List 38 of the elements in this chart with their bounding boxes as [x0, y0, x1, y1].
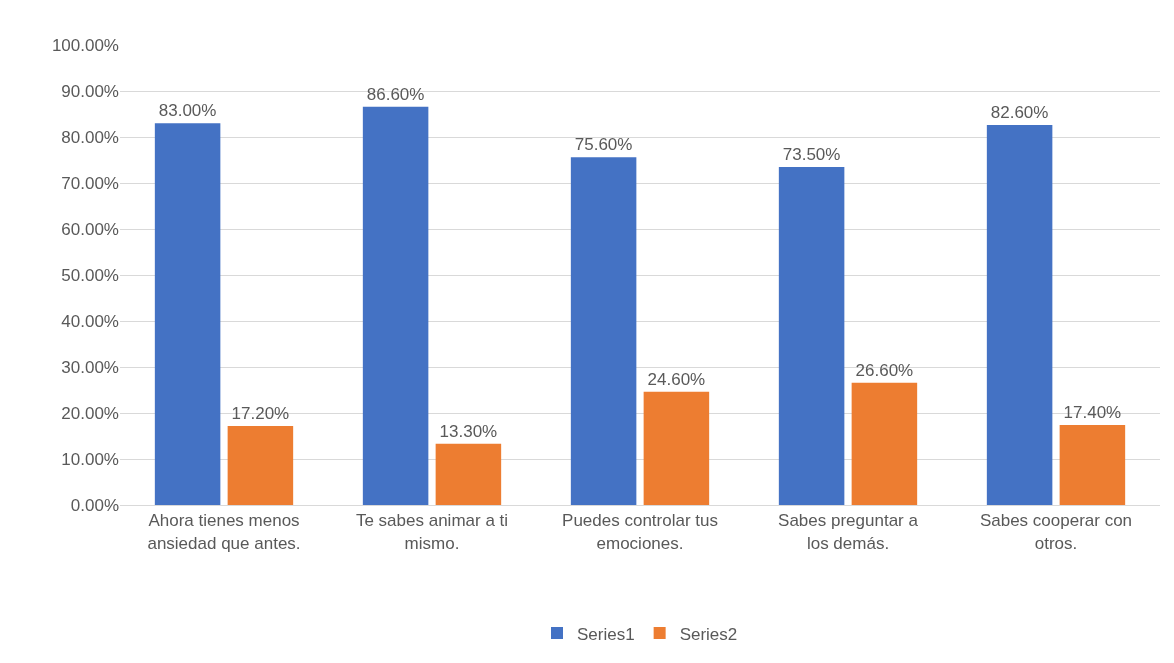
legend-label: Series2	[679, 624, 738, 644]
data-label: 13.30%	[439, 421, 498, 441]
y-tick-label: 0.00%	[70, 495, 119, 515]
bar	[154, 123, 221, 505]
bar	[435, 443, 502, 505]
bar	[851, 382, 918, 505]
data-label: 73.50%	[782, 144, 841, 164]
x-tick-label: Puedes controlar tus emociones.	[562, 511, 718, 553]
data-label: 75.60%	[574, 135, 633, 155]
data-label: 17.20%	[231, 403, 290, 423]
data-label: 83.00%	[158, 101, 217, 121]
y-tick-label: 10.00%	[61, 449, 119, 469]
y-tick-label: 20.00%	[61, 403, 119, 423]
x-tick-label: Sabes preguntar a los demás.	[778, 511, 919, 553]
bar	[778, 166, 845, 505]
data-label: 26.60%	[855, 360, 914, 380]
y-tick-label: 50.00%	[61, 265, 119, 285]
y-tick-label: 30.00%	[61, 357, 119, 377]
bar	[643, 391, 710, 505]
data-label: 24.60%	[647, 369, 706, 389]
bar	[986, 125, 1053, 505]
y-tick-label: 70.00%	[61, 173, 119, 193]
x-tick-label: Ahora tienes menos ansiedad que antes.	[147, 511, 301, 553]
y-tick-label: 90.00%	[61, 81, 119, 101]
y-tick-label: 40.00%	[61, 311, 119, 331]
data-label: 17.40%	[1063, 402, 1122, 422]
bar	[227, 425, 294, 505]
y-tick-label: 100.00%	[51, 35, 119, 55]
data-label: 86.60%	[366, 84, 425, 104]
legend-label: Series1	[577, 624, 635, 644]
x-tick-label: Sabes cooperar con otros.	[979, 511, 1133, 553]
bar	[570, 157, 637, 505]
y-tick-label: 80.00%	[61, 127, 119, 147]
bar	[1059, 424, 1126, 505]
data-label: 82.60%	[990, 103, 1049, 123]
bar	[362, 106, 429, 505]
x-tick-label: Te sabes animar a ti mismo.	[355, 511, 509, 553]
y-tick-label: 60.00%	[61, 219, 119, 239]
